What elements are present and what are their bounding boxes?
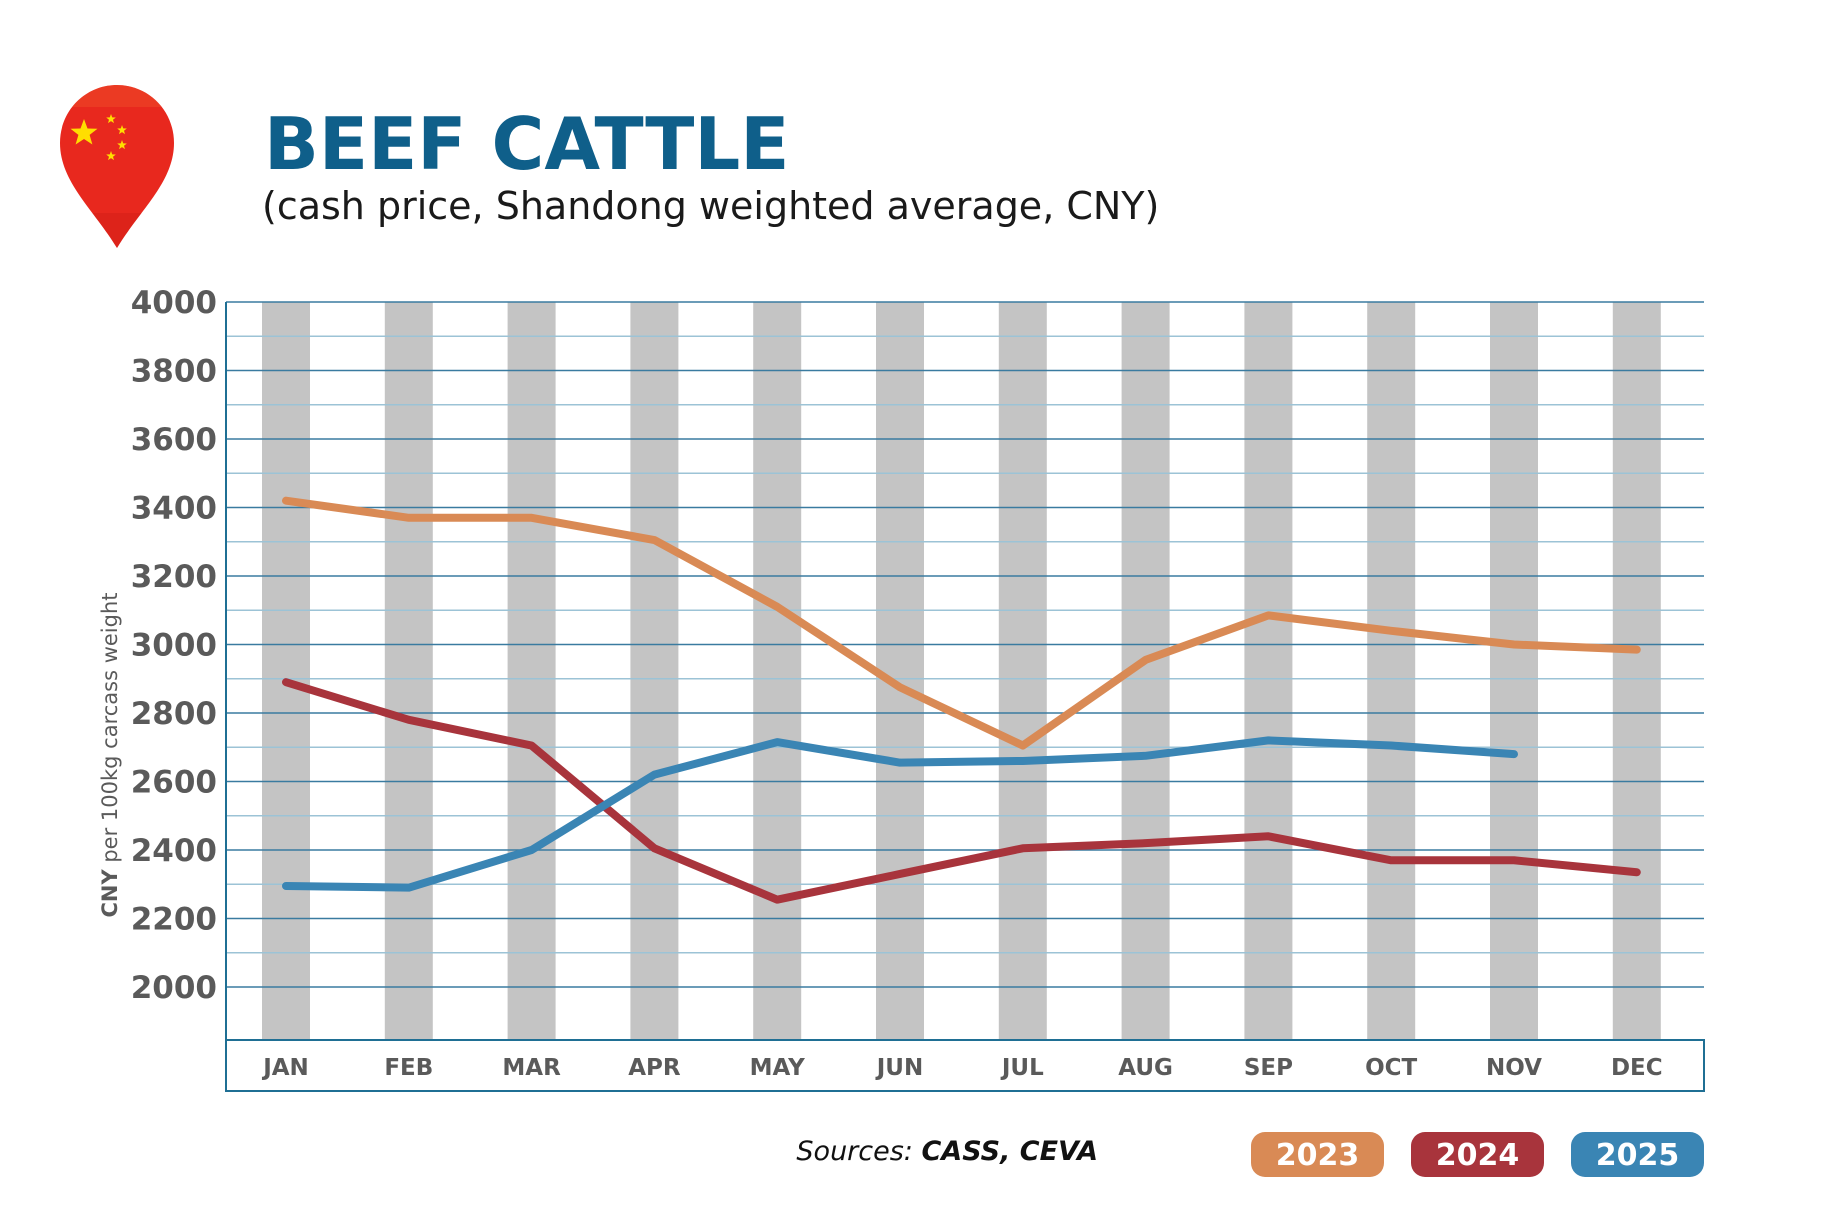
x-tick-label: MAR <box>502 1055 561 1081</box>
flag-small-stars-icon <box>106 114 127 161</box>
month-band-may <box>753 302 802 1040</box>
x-tick-label: APR <box>628 1055 681 1081</box>
x-tick-label: FEB <box>384 1055 433 1081</box>
month-band-nov <box>1490 302 1538 1040</box>
x-tick-label: AUG <box>1118 1055 1173 1081</box>
legend-label-2025: 2025 <box>1596 1138 1680 1173</box>
chart-subtitle: (cash price, Shandong weighted average, … <box>262 184 1159 228</box>
y-axis-label-unit: CNY <box>98 869 122 918</box>
sources-note: Sources: CASS, CEVA <box>796 1136 1098 1167</box>
y-tick-label: 2800 <box>131 696 217 732</box>
legend-swatch-2023 <box>1251 1132 1384 1177</box>
legend-label-2024: 2024 <box>1436 1138 1520 1173</box>
month-band-feb <box>384 302 433 1040</box>
y-tick-label: 2600 <box>131 765 217 801</box>
month-bands <box>262 302 1661 1040</box>
series-line-2023 <box>282 496 1641 750</box>
month-band-jan <box>262 302 310 1040</box>
y-tick-label: 2200 <box>131 902 217 938</box>
flag-big-star-icon <box>70 119 98 145</box>
month-band-jun <box>876 302 924 1040</box>
y-tick-label: 2400 <box>131 833 217 869</box>
y-tick-label: 4000 <box>131 285 217 321</box>
y-tick-label: 2000 <box>131 970 217 1006</box>
china-flag-location-pin-icon <box>60 85 174 248</box>
y-tick-label: 3000 <box>131 628 217 664</box>
series-line-2025 <box>282 736 1518 892</box>
y-axis-label: CNY per 100kg carcass weight <box>98 592 122 917</box>
month-band-apr <box>630 302 679 1040</box>
month-band-oct <box>1367 302 1416 1040</box>
x-tick-label: SEP <box>1244 1055 1293 1081</box>
y-tick-label: 3200 <box>131 559 217 595</box>
y-axis-label-text: per 100kg carcass weight <box>98 592 122 869</box>
y-axis-ticks: 2000 2200 2400 2600 2800 3000 3200 3400 3600 3800… <box>131 285 217 1006</box>
month-band-jul <box>998 302 1047 1040</box>
gridlines <box>225 301 1704 1040</box>
month-band-dec <box>1612 302 1661 1040</box>
y-tick-label: 3400 <box>131 491 217 527</box>
x-tick-label: JUN <box>875 1055 923 1081</box>
sources-prefix: Sources: <box>796 1136 921 1167</box>
x-axis-ticks: JAN FEB MAR APR MAY JUN JUL AUG SEP OCT NOV DEC <box>261 1055 1662 1081</box>
x-tick-label: NOV <box>1486 1055 1542 1081</box>
series-line-2024 <box>282 678 1641 904</box>
y-tick-label: 3600 <box>131 422 217 458</box>
month-band-sep <box>1244 302 1293 1040</box>
x-tick-label: OCT <box>1365 1055 1417 1081</box>
x-tick-label: JAN <box>261 1055 309 1081</box>
series-lines <box>282 496 1641 904</box>
chart-title: BEEF CATTLE <box>264 102 789 186</box>
sources-names: CASS, CEVA <box>921 1136 1098 1167</box>
x-tick-label: DEC <box>1611 1055 1663 1081</box>
month-band-mar <box>507 302 556 1040</box>
x-axis-box <box>225 1039 1705 1092</box>
legend-label-2023: 2023 <box>1276 1138 1360 1173</box>
x-tick-label: MAY <box>750 1055 805 1081</box>
legend-swatch-2024 <box>1411 1132 1544 1177</box>
y-tick-label: 3800 <box>131 354 217 390</box>
legend-swatch-2025 <box>1571 1132 1704 1177</box>
pin-shape <box>60 85 174 248</box>
x-tick-label: JUL <box>1000 1055 1044 1081</box>
legend: 2023 2024 2025 <box>1251 1132 1704 1177</box>
